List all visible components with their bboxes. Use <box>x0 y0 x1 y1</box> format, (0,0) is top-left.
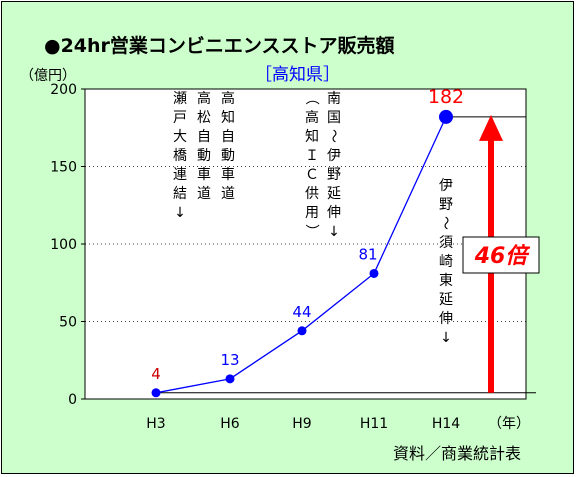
annotation-char: 用 <box>305 205 319 221</box>
data-label-H3: 4 <box>151 365 161 383</box>
x-ticks: H3 H6 H9 H11 H14 <box>146 416 460 432</box>
annotation-char: 道 <box>221 186 235 202</box>
x-tick-label-H11: H11 <box>360 416 388 432</box>
annotation-char: ↓ <box>440 330 452 346</box>
reference-lines <box>156 116 536 394</box>
data-label-H14: 182 <box>428 86 464 108</box>
x-tick-label-H14: H14 <box>432 416 460 432</box>
x-tick-label-H6: H6 <box>220 416 240 432</box>
annotation-char: ） <box>303 224 319 238</box>
annotation-char: 伊 <box>327 148 341 164</box>
annotation-char: 高 <box>197 90 211 107</box>
annotation-char: 〜 <box>437 216 453 230</box>
y-tick-label-150: 150 <box>50 160 77 176</box>
annotation-char: 知 <box>305 128 319 145</box>
annotation-char: （ <box>303 91 319 105</box>
annotation-char: 結 <box>173 186 187 202</box>
annotation-char: 高 <box>221 90 235 107</box>
annotation-char: 連 <box>173 167 187 183</box>
annotation-char: 南 <box>327 91 341 107</box>
annotation-char: Ｉ <box>305 148 319 164</box>
annotation-char: 道 <box>197 186 211 202</box>
x-tick-label-H9: H9 <box>292 416 311 432</box>
annotation-char: 伸 <box>327 205 341 221</box>
annotation-char: 伸 <box>439 311 453 327</box>
annotation-char: 自 <box>221 129 235 145</box>
annotation-char: 動 <box>197 148 211 164</box>
y-tick-label-100: 100 <box>50 237 77 253</box>
source-note: 資料／商業統計表 <box>393 444 521 463</box>
annotation-char: 車 <box>221 166 235 183</box>
y-tick-label-50: 50 <box>59 315 77 331</box>
x-axis-label: （年） <box>488 416 530 432</box>
annotation-char: 須 <box>439 235 453 251</box>
annotation-char: ↓ <box>328 224 340 240</box>
data-label-H11: 81 <box>358 245 377 263</box>
annotation-char: 車 <box>197 166 211 183</box>
data-point-H14 <box>439 109 453 124</box>
annotation-char: 〜 <box>325 129 341 143</box>
annotation-char: 延 <box>327 186 341 202</box>
annotation-char: 延 <box>439 292 453 308</box>
data-label-H6: 13 <box>220 351 239 369</box>
y-ticks: 0 50 100 150 200 <box>50 82 85 408</box>
annotation-char: 戸 <box>173 110 187 126</box>
annotation-char: 崎 <box>439 254 453 270</box>
annotation-char: 東 <box>439 273 453 289</box>
annotation-char: 伊 <box>439 178 453 194</box>
annotation-char: 橋 <box>173 148 187 164</box>
x-tick-label-H3: H3 <box>146 416 165 432</box>
annotation-char: ↓ <box>174 205 186 221</box>
growth-arrow-head <box>479 114 503 141</box>
chart-title: ●24hr営業コンビニエンスストア販売額 <box>44 34 395 57</box>
y-tick-label-200: 200 <box>50 82 77 98</box>
annotation-char: Ｃ <box>305 167 319 183</box>
data-point-H11 <box>369 268 379 278</box>
growth-indicator: 46倍 <box>462 114 540 393</box>
annotation-char: 野 <box>439 197 453 213</box>
series-line: 4 13 44 81 182 <box>151 86 464 398</box>
annotations: 高知自動車道高松自動車道瀬戸大橋連結↓南国〜伊野延伸↓（高知ＩＣ供用）伊野〜須崎… <box>173 90 453 346</box>
annotation-char: 瀬 <box>173 91 187 107</box>
y-tick-label-0: 0 <box>68 392 77 408</box>
chart-subtitle: ［高知県］ <box>255 65 340 85</box>
annotation-char: 動 <box>221 148 235 164</box>
annotation-char: 野 <box>327 167 341 183</box>
grid-lines <box>85 166 526 322</box>
data-point-H9 <box>297 326 307 336</box>
annotation-char: 供 <box>305 186 319 202</box>
growth-label-box <box>462 236 540 274</box>
annotation-char: 大 <box>173 129 187 145</box>
y-axis-label: （億円） <box>20 68 76 84</box>
annotation-char: 松 <box>197 110 211 126</box>
growth-label: 46倍 <box>474 243 531 269</box>
data-point-H6 <box>225 374 235 384</box>
annotation-char: 高 <box>305 109 319 126</box>
annotation-char: 国 <box>327 110 341 126</box>
annotation-char: 知 <box>221 109 235 126</box>
data-label-H9: 44 <box>292 303 311 321</box>
annotation-char: 自 <box>197 129 211 145</box>
data-point-H3 <box>151 388 161 398</box>
